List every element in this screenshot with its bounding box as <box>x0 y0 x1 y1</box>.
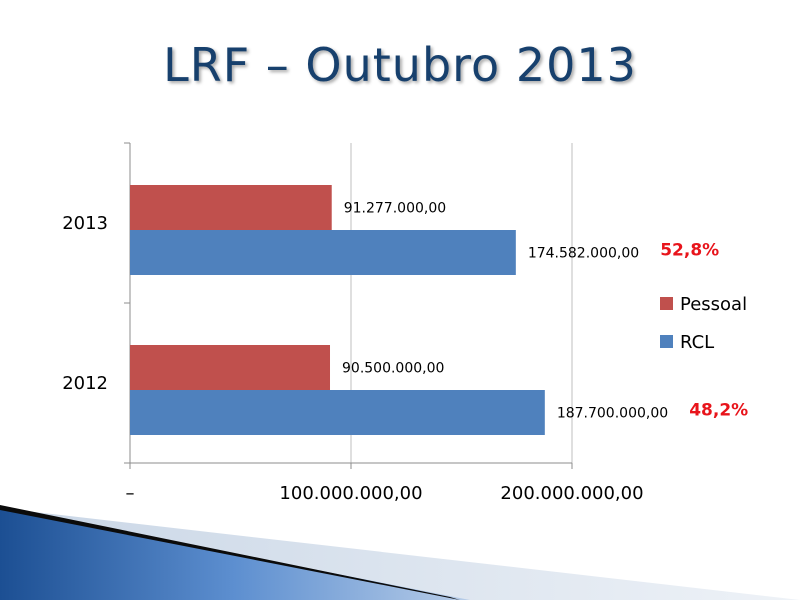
legend-label: Pessoal <box>680 294 747 315</box>
legend-label: RCL <box>680 332 714 353</box>
bar-pessoal <box>130 345 331 390</box>
data-label: 91.277.000,00 <box>344 201 446 217</box>
category-label: 2013 <box>62 213 108 234</box>
legend-swatch <box>660 297 673 310</box>
data-label: 90.500.000,00 <box>342 361 444 377</box>
slide-title: LRF – Outubro 2013 <box>163 38 637 92</box>
bar-chart: – 100.000.000,00 200.000.000,00 2013 91.277.… <box>62 142 748 504</box>
percentage-annotation: 48,2% <box>689 401 748 421</box>
x-tick-label: 200.000.000,00 <box>500 483 643 504</box>
data-label: 174.582.000,00 <box>528 246 639 262</box>
category-label: 2012 <box>62 373 108 394</box>
bar-rcl <box>130 390 545 435</box>
legend-swatch <box>660 335 673 348</box>
bar-rcl <box>130 230 516 275</box>
corner-decoration <box>0 505 800 600</box>
x-tick-label: – <box>126 483 135 504</box>
bar-pessoal <box>130 185 332 230</box>
x-tick-label: 100.000.000,00 <box>279 483 422 504</box>
percentage-annotation: 52,8% <box>660 241 719 261</box>
data-label: 187.700.000,00 <box>557 406 668 422</box>
